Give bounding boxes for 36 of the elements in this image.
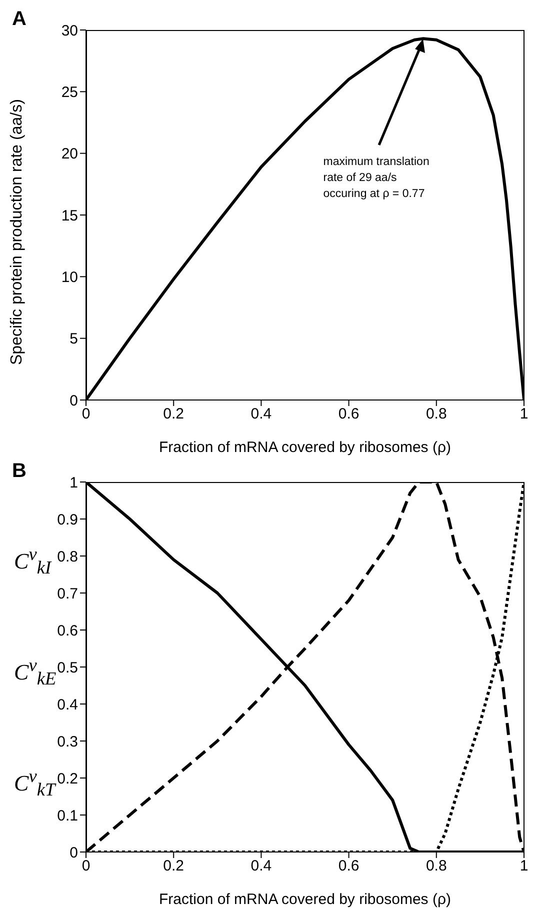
x-axis-title: Fraction of mRNA covered by ribosomes (ρ) bbox=[159, 891, 451, 908]
y-tick-label: 10 bbox=[61, 268, 78, 286]
x-tick-label: 0 bbox=[82, 858, 90, 875]
x-tick-label: 0.6 bbox=[338, 406, 360, 423]
x-tick-label: 0.6 bbox=[338, 858, 360, 875]
y-tick-label: 0.4 bbox=[57, 696, 78, 714]
chart-title: A bbox=[12, 8, 26, 31]
x-tick-label: 0.2 bbox=[163, 406, 184, 423]
annotation: maximum translation rate of 29 aa/s occuring at ρ = 0.77 bbox=[323, 154, 430, 202]
y-tick-label: 1 bbox=[70, 474, 78, 492]
x-tick-label: 0.4 bbox=[250, 858, 272, 875]
y-tick-label: 30 bbox=[61, 22, 78, 40]
x-tick-label: 0.4 bbox=[250, 406, 272, 423]
y-tick-label: 0.3 bbox=[57, 733, 78, 750]
x-tick-label: 0.8 bbox=[426, 406, 447, 423]
y-tick-label: 0.6 bbox=[57, 622, 78, 640]
y-tick-label: 0.7 bbox=[57, 585, 78, 602]
x-axis-title: Fraction of mRNA covered by ribosomes (ρ) bbox=[159, 439, 451, 456]
x-tick-label: 1 bbox=[520, 406, 528, 423]
y-tick-label: 0 bbox=[70, 392, 78, 410]
y-tick-label: 0.9 bbox=[57, 511, 78, 528]
y-tick-label: 0.2 bbox=[57, 770, 78, 788]
x-tick-label: 1 bbox=[520, 858, 528, 875]
x-tick-label: 0 bbox=[82, 406, 90, 423]
y-tick-label: 0.1 bbox=[57, 807, 78, 824]
y-tick-label: 25 bbox=[61, 84, 78, 101]
x-tick-label: 0.2 bbox=[163, 858, 184, 875]
y-axis-title: Specific protein production rate (aa/s) bbox=[8, 99, 26, 365]
y-tick-label: 0.5 bbox=[57, 659, 78, 676]
y-tick-label: 0 bbox=[70, 844, 78, 862]
x-tick-label: 0.8 bbox=[426, 858, 447, 875]
chart-title: B bbox=[12, 460, 26, 483]
y-tick-label: 20 bbox=[61, 146, 78, 163]
y-tick-label: 5 bbox=[70, 330, 78, 348]
y-tick-label: 15 bbox=[61, 207, 78, 224]
y-tick-label: 0.8 bbox=[57, 548, 78, 566]
